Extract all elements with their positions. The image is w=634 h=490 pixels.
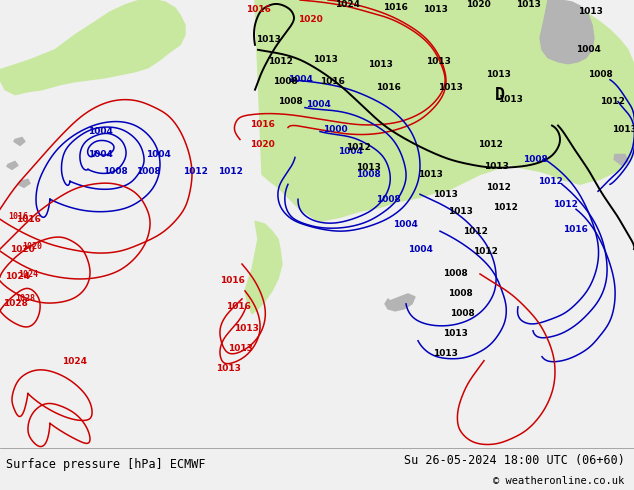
Text: 1012: 1012 (463, 227, 488, 236)
Text: 1013: 1013 (216, 364, 240, 373)
Text: 1024: 1024 (63, 357, 87, 366)
Text: 1012: 1012 (217, 167, 242, 176)
Text: 1016: 1016 (16, 215, 41, 224)
Text: 1004: 1004 (87, 127, 112, 136)
Text: 1013: 1013 (356, 163, 380, 172)
Text: 1020: 1020 (297, 15, 322, 24)
Text: 1016: 1016 (375, 83, 401, 92)
Text: 1013: 1013 (432, 349, 458, 358)
Text: 1028: 1028 (15, 294, 35, 303)
Text: 1028: 1028 (3, 299, 27, 308)
Polygon shape (480, 0, 612, 135)
Text: 1004: 1004 (337, 147, 363, 156)
Text: 1012: 1012 (346, 143, 370, 152)
Text: 1020: 1020 (465, 0, 490, 9)
Text: 1004: 1004 (392, 220, 417, 229)
Text: 1008: 1008 (443, 270, 467, 278)
Text: 1016: 1016 (219, 276, 245, 286)
Text: 1024: 1024 (6, 272, 30, 281)
Polygon shape (540, 0, 594, 64)
Text: 1013: 1013 (425, 57, 450, 66)
Text: 1016: 1016 (320, 77, 344, 86)
Text: 1012: 1012 (486, 183, 510, 192)
Polygon shape (385, 294, 415, 311)
Text: 1012: 1012 (183, 167, 207, 176)
Text: 1013: 1013 (515, 0, 540, 9)
Text: 1020: 1020 (10, 245, 34, 254)
Polygon shape (0, 0, 185, 95)
Text: 1012: 1012 (553, 200, 578, 209)
Text: 1008: 1008 (522, 155, 547, 164)
Text: 1020: 1020 (22, 242, 42, 251)
Polygon shape (7, 161, 18, 170)
Text: 1004: 1004 (306, 100, 330, 109)
Text: Su 26-05-2024 18:00 UTC (06+60): Su 26-05-2024 18:00 UTC (06+60) (404, 454, 624, 467)
Text: 1012: 1012 (477, 140, 502, 149)
Text: 1004: 1004 (288, 75, 313, 84)
Text: 1016: 1016 (8, 212, 28, 221)
Text: 1013: 1013 (448, 207, 472, 216)
Text: 1013: 1013 (423, 5, 448, 15)
Text: 1013: 1013 (432, 190, 458, 199)
Text: 1000: 1000 (323, 125, 347, 134)
Text: 1012: 1012 (493, 203, 517, 212)
Text: 1008: 1008 (588, 70, 612, 79)
Text: 1016: 1016 (562, 224, 588, 234)
Text: 1013: 1013 (612, 125, 634, 134)
Text: Surface pressure [hPa] ECMWF: Surface pressure [hPa] ECMWF (6, 458, 206, 471)
Text: 1008: 1008 (448, 290, 472, 298)
Polygon shape (255, 0, 634, 221)
Text: 1013: 1013 (256, 35, 280, 45)
Text: 1013: 1013 (228, 344, 252, 353)
Text: 1008: 1008 (356, 170, 380, 179)
Text: 1013: 1013 (484, 162, 508, 171)
Text: 1008: 1008 (375, 195, 401, 204)
Text: 1008: 1008 (273, 77, 297, 86)
Text: 1013: 1013 (578, 7, 602, 17)
Text: 1020: 1020 (250, 140, 275, 149)
Text: 1008: 1008 (450, 309, 474, 318)
Text: 1008: 1008 (136, 167, 160, 176)
Text: 1013: 1013 (437, 83, 462, 92)
Polygon shape (614, 154, 628, 166)
Text: 1016: 1016 (382, 3, 408, 12)
Text: 1004: 1004 (576, 45, 600, 54)
Text: 1012: 1012 (472, 246, 498, 256)
Text: 1013: 1013 (368, 60, 392, 69)
Text: 1004: 1004 (146, 150, 171, 159)
Text: 1013: 1013 (233, 324, 259, 333)
Text: 1024: 1024 (335, 0, 361, 9)
Text: 1024: 1024 (18, 270, 38, 279)
Text: 1016: 1016 (250, 120, 275, 129)
Polygon shape (14, 138, 25, 146)
Text: 1016: 1016 (245, 5, 271, 15)
Text: 1008: 1008 (103, 167, 127, 176)
Text: 1012: 1012 (538, 177, 562, 186)
Text: 1008: 1008 (278, 97, 302, 106)
Text: D: D (495, 86, 505, 104)
Text: 1004: 1004 (87, 150, 112, 159)
Text: 1013: 1013 (443, 329, 467, 338)
Text: 1013: 1013 (486, 70, 510, 79)
Text: 1012: 1012 (600, 97, 624, 106)
Text: 1012: 1012 (268, 57, 292, 66)
Text: 1013: 1013 (418, 170, 443, 179)
Polygon shape (245, 221, 282, 314)
Text: 1013: 1013 (313, 55, 337, 64)
Text: 1004: 1004 (408, 245, 432, 254)
Text: 1016: 1016 (226, 302, 250, 311)
Polygon shape (18, 179, 30, 187)
Text: 1013: 1013 (498, 95, 522, 104)
Text: © weatheronline.co.uk: © weatheronline.co.uk (493, 476, 624, 486)
